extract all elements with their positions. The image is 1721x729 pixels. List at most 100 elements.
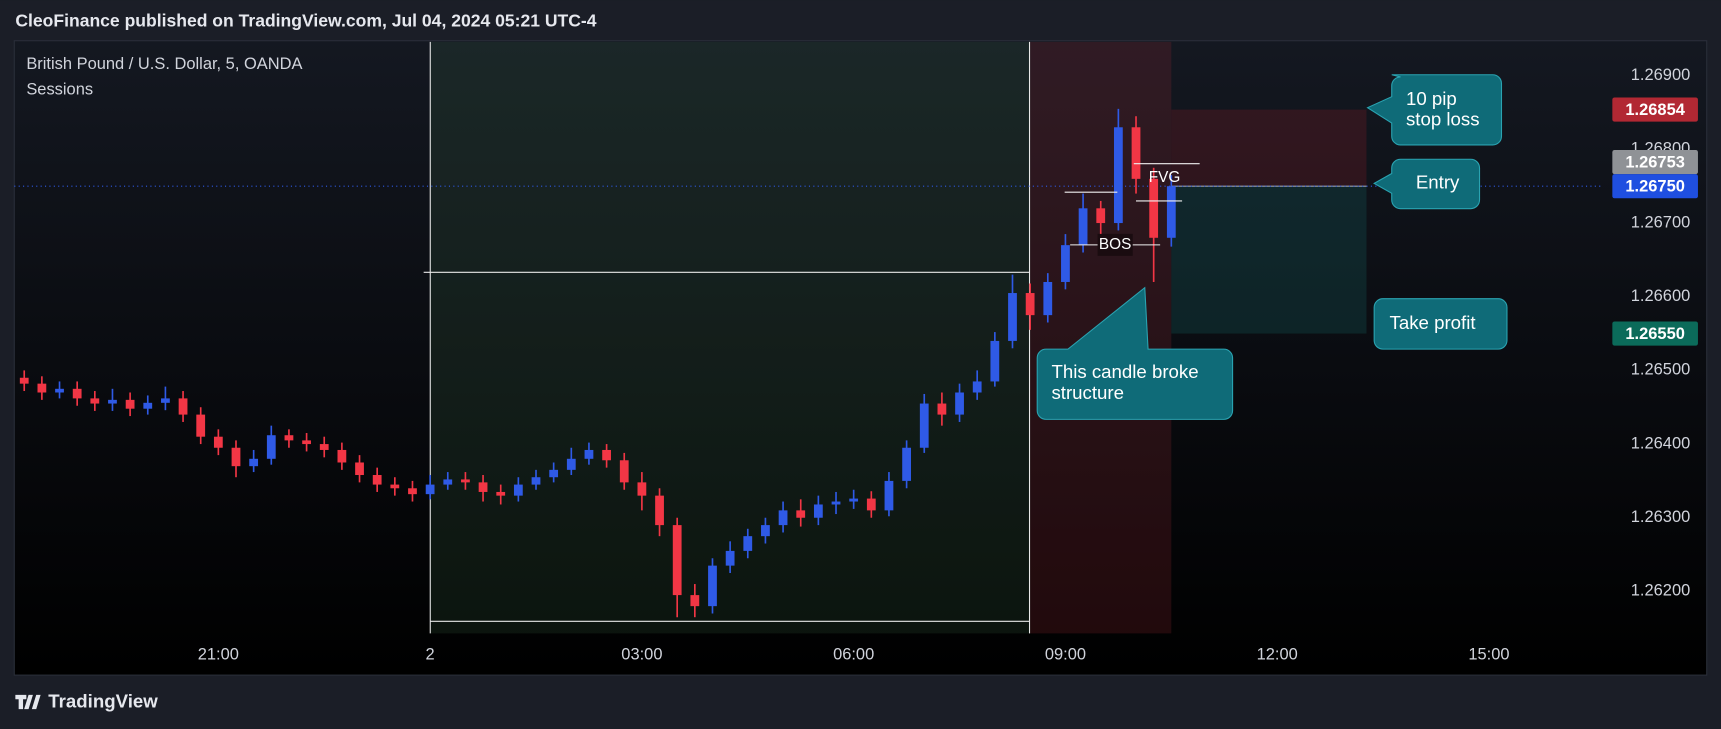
session <box>430 41 1031 634</box>
callout-text: This candle broke <box>1051 361 1198 382</box>
candle-body <box>178 398 188 415</box>
y-tick-label: 1.26200 <box>1631 582 1690 600</box>
candle-body <box>1166 186 1176 238</box>
chart-title: British Pound / U.S. Dollar, 5, OANDA <box>26 55 302 73</box>
panel <box>13 40 1708 676</box>
candle-body <box>125 399 135 409</box>
candle-body <box>425 484 435 495</box>
y-tick-label: 1.26400 <box>1631 434 1690 452</box>
candle-body <box>655 495 664 526</box>
candle-body <box>672 525 682 596</box>
candle-body <box>108 399 117 404</box>
candle-body <box>143 402 153 409</box>
candle-body <box>937 403 947 415</box>
stop-zone <box>1171 109 1367 187</box>
candle-body <box>831 501 841 505</box>
price-label-box <box>1612 174 1698 199</box>
candle-body <box>866 498 876 511</box>
price-label-box <box>1612 321 1698 346</box>
callout-text: 10 pip <box>1406 88 1457 109</box>
candle-body <box>302 440 311 445</box>
price-label-box <box>1612 97 1698 122</box>
candle-body <box>443 479 453 485</box>
logo <box>15 694 41 710</box>
candle-body <box>231 447 241 467</box>
candle-body <box>355 462 364 476</box>
x-tick-label: 15:00 <box>1468 646 1509 664</box>
candle-body <box>284 435 294 441</box>
candle-body <box>496 491 506 496</box>
candle-body <box>213 436 223 448</box>
y-tick-label: 1.26300 <box>1631 508 1690 526</box>
candle-body <box>972 381 982 393</box>
callout-text: Take profit <box>1390 312 1477 333</box>
annotation: BOS <box>1099 236 1131 253</box>
candle-body <box>1061 245 1070 282</box>
y-tick-label: 1.26500 <box>1631 361 1690 379</box>
candle-body <box>266 435 276 459</box>
callout <box>1366 74 1503 146</box>
x-tick-label: 21:00 <box>198 646 239 664</box>
candle-body <box>813 504 823 518</box>
candle-body <box>1043 281 1053 316</box>
candle-body <box>725 550 735 566</box>
candle-body <box>849 498 859 502</box>
price-label: 1.26753 <box>1625 154 1684 172</box>
candle-body <box>390 484 400 489</box>
target-zone <box>1171 186 1367 334</box>
x-tick-label: 03:00 <box>621 646 662 664</box>
x-tick-label: 06:00 <box>833 646 874 664</box>
candle-body <box>566 458 576 470</box>
candle-body <box>919 403 929 448</box>
callout <box>1373 158 1481 210</box>
callout-text: Entry <box>1416 171 1460 192</box>
callout <box>1373 298 1508 350</box>
candle-body <box>690 595 700 607</box>
candle-body <box>1131 127 1141 179</box>
candle-body <box>584 449 594 459</box>
candle-body <box>902 447 911 481</box>
candle-body <box>461 479 470 483</box>
candle-body <box>161 398 170 403</box>
candle-body <box>1113 127 1123 224</box>
candle-body <box>549 469 559 478</box>
label-bg <box>1097 233 1133 256</box>
callout-text: structure <box>1051 382 1124 403</box>
candle-body <box>955 392 964 415</box>
candle-body <box>884 480 894 511</box>
candle-body <box>478 482 488 492</box>
candle-body <box>796 510 806 518</box>
candle-body <box>37 383 47 393</box>
candle-body <box>1149 178 1159 238</box>
candle-body <box>513 484 523 496</box>
y-tick-label: 1.26600 <box>1631 287 1690 305</box>
header: CleoFinance published on TradingView.com… <box>15 11 596 31</box>
candle-body <box>249 458 259 467</box>
price-label: 1.26854 <box>1625 101 1685 119</box>
price-label: 1.26750 <box>1625 178 1684 196</box>
candle-body <box>1008 293 1017 341</box>
x-tick-label: 12:00 <box>1257 646 1298 664</box>
candle-body <box>1096 208 1106 224</box>
chart-subtitle: Sessions <box>26 80 93 98</box>
footer: TradingView <box>48 690 158 711</box>
price-label: 1.26550 <box>1625 325 1684 343</box>
candle-body <box>1078 208 1088 246</box>
candle-body <box>319 444 329 450</box>
callout <box>1036 286 1234 420</box>
candle-body <box>761 525 770 537</box>
candle-body <box>619 460 629 483</box>
callout-text: stop loss <box>1406 109 1480 130</box>
x-tick-label: 09:00 <box>1045 646 1086 664</box>
annotation: FVG <box>1149 169 1181 186</box>
x-tick-label: 2 <box>426 646 435 664</box>
y-tick-label: 1.26900 <box>1631 66 1690 84</box>
candle-body <box>778 510 788 526</box>
candle-body <box>19 377 29 384</box>
candle-body <box>408 488 417 495</box>
y-tick-label: 1.26700 <box>1631 213 1690 231</box>
candle-body <box>90 398 100 404</box>
candle-body <box>1025 293 1035 316</box>
